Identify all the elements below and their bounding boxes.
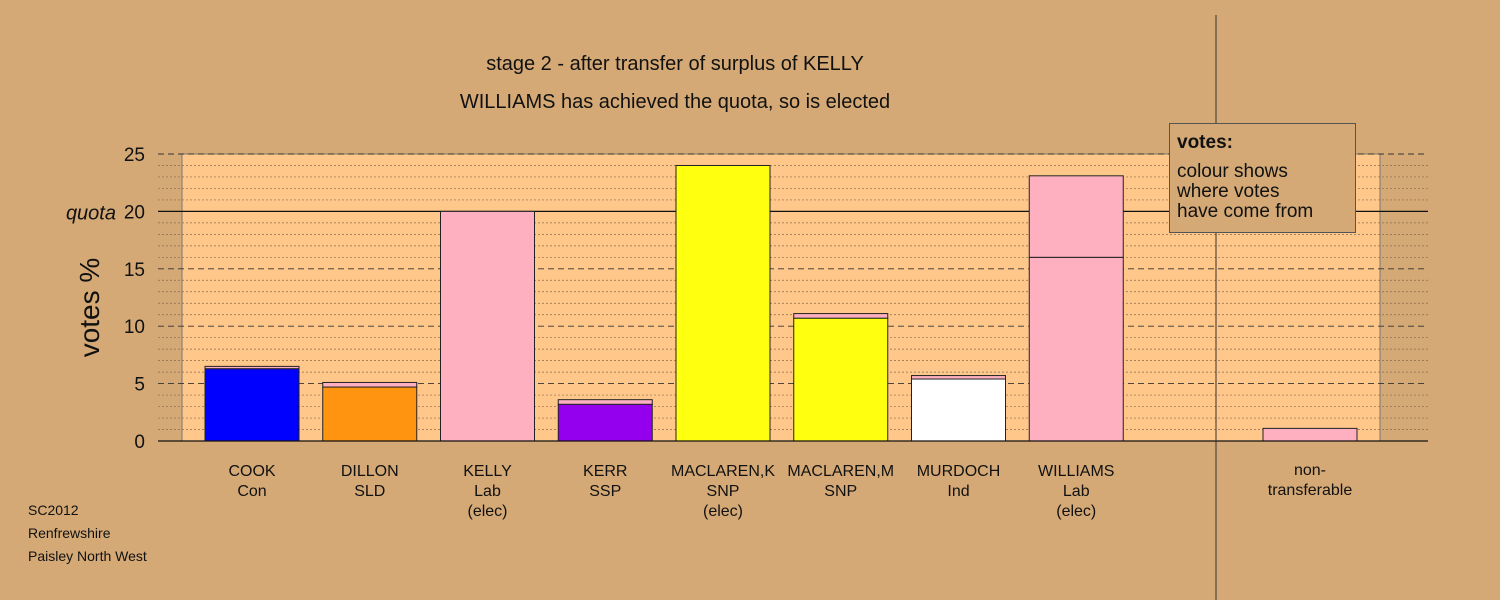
bar-segment [557, 403, 653, 442]
category-label: KERR [583, 463, 627, 480]
category-label: MACLAREN,K [671, 463, 775, 480]
quota-label: quota [66, 202, 116, 224]
bar-segment [911, 375, 1006, 380]
chart-title: stage 2 - after transfer of surplus of K… [486, 53, 864, 75]
nontransferable-bar [1262, 427, 1358, 442]
footer-council: Renfrewshire [28, 525, 111, 541]
bar-segment [204, 365, 300, 370]
chart-subtitle: WILLIAMS has achieved the quota, so is e… [459, 91, 891, 113]
bar-segment [557, 399, 653, 405]
bar-segment [793, 313, 889, 319]
legend-line-1: colour shows [1177, 161, 1288, 182]
y-tick-label: 15 [124, 260, 145, 281]
legend-box: votes: colour shows where votes have com… [1169, 123, 1356, 233]
category-label: SNP [824, 483, 857, 500]
bar-segment [675, 164, 771, 442]
category-label: DILLON [341, 463, 399, 480]
category-label: SSP [589, 483, 621, 500]
bar-segment [322, 386, 418, 442]
nontransferable-label: non- [1294, 462, 1326, 479]
bar-segment [793, 317, 889, 442]
bar-segment [322, 381, 418, 388]
y-tick-label: 5 [134, 375, 145, 396]
footer-ward: Paisley North West [28, 548, 147, 564]
category-label: (elec) [467, 503, 507, 520]
category-label: (elec) [703, 503, 743, 520]
bar-segment [911, 378, 1006, 442]
bar-segment [1028, 175, 1124, 258]
bar-segment [204, 368, 300, 442]
bar-segment [1028, 256, 1124, 442]
legend-line-2: where votes [1177, 181, 1280, 202]
y-tick-label: 20 [124, 202, 145, 223]
y-tick-label: 10 [124, 317, 145, 338]
category-label: (elec) [1056, 503, 1096, 520]
y-axis-label: votes % [74, 258, 105, 358]
legend-line-3: have come from [1177, 201, 1314, 222]
category-label: Ind [947, 483, 969, 500]
category-label: MACLAREN,M [787, 463, 894, 480]
category-label: MURDOCH [917, 463, 1001, 480]
category-label: Lab [474, 483, 501, 500]
category-label: SLD [354, 483, 385, 500]
footer-election: SC2012 [28, 502, 79, 518]
category-label: Con [237, 483, 266, 500]
legend-title: votes: [1177, 132, 1233, 153]
category-label: Lab [1063, 483, 1090, 500]
y-tick-label: 25 [124, 145, 145, 166]
y-tick-label: 0 [134, 432, 145, 453]
nontransferable-label: transferable [1268, 482, 1353, 499]
category-label: SNP [707, 483, 740, 500]
category-label: KELLY [463, 463, 512, 480]
category-label: WILLIAMS [1038, 463, 1114, 480]
category-label: COOK [228, 463, 275, 480]
bar-segment [440, 210, 535, 442]
